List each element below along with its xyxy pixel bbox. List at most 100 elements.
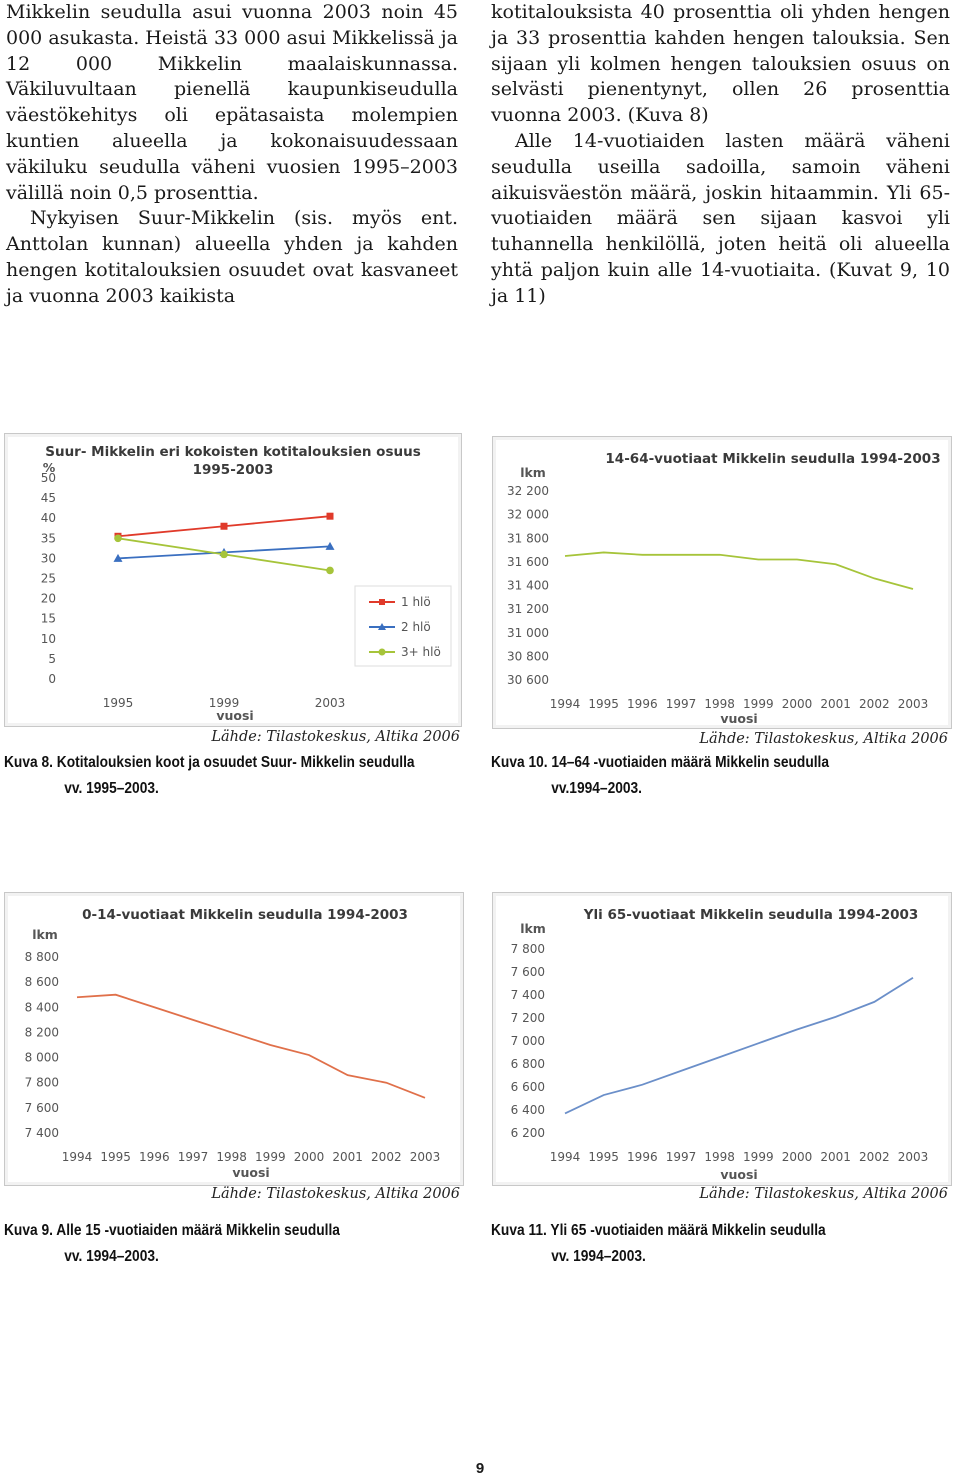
x-tick-label: 1999	[743, 697, 774, 711]
y-axis-label: lkm	[32, 927, 58, 942]
x-axis-label: vuosi	[216, 708, 253, 723]
y-tick-label: 20	[41, 592, 56, 606]
figure-source: Lähde: Tilastokeskus, Altika 2006	[211, 1186, 460, 1202]
caption-line: Kuva 9. Alle 15 -vuotiaiden määrä Mikkel…	[4, 1222, 340, 1239]
y-tick-label: 5	[48, 652, 56, 666]
series-line	[564, 976, 914, 1115]
data-point	[113, 553, 123, 562]
y-tick-label: 6 400	[511, 1103, 545, 1117]
chart-subtitle: 1995-2003	[193, 462, 274, 478]
x-tick-label: 2000	[782, 1150, 813, 1164]
x-tick-label: 1999	[255, 1150, 286, 1164]
x-tick-label: 1997	[666, 697, 697, 711]
chart-kuva10: 14-64-vuotiaat Mikkelin seudulla 1994-20…	[492, 436, 952, 729]
x-tick-label: 1997	[666, 1150, 697, 1164]
y-tick-label: 31 000	[507, 626, 549, 640]
x-tick-label: 2002	[371, 1150, 402, 1164]
caption-line: Kuva 10. 14–64 -vuotiaiden määrä Mikkeli…	[491, 754, 830, 771]
x-tick-label: 2001	[820, 1150, 851, 1164]
y-tick-label: 30	[41, 551, 56, 565]
paragraph: Mikkelin seudulla asui vuonna 2003 noin …	[6, 1, 458, 204]
data-point	[325, 541, 335, 550]
figure-source: Lähde: Tilastokeskus, Altika 2006	[699, 731, 948, 747]
right-text-column: kotitalouksista 40 prosenttia oli yhden …	[491, 0, 950, 310]
x-tick-label: 2003	[410, 1150, 441, 1164]
x-tick-label: 2000	[294, 1150, 325, 1164]
x-tick-label: 1995	[100, 1150, 131, 1164]
y-tick-label: 8 400	[25, 1000, 59, 1014]
chart-svg: Suur- Mikkelin eri kokoisten kotitalouks…	[41, 444, 452, 723]
y-axis-label: lkm	[520, 465, 546, 480]
y-tick-label: 7 400	[511, 988, 545, 1002]
x-tick-label: 1997	[178, 1150, 209, 1164]
legend-label: 3+ hlö	[401, 645, 441, 659]
data-point	[220, 550, 228, 559]
y-tick-label: 7 200	[511, 1011, 545, 1025]
x-tick-label: 1996	[139, 1150, 170, 1164]
figure-source: Lähde: Tilastokeskus, Altika 2006	[211, 729, 460, 745]
y-tick-label: 32 200	[507, 484, 549, 498]
y-tick-label: 8 600	[25, 975, 59, 989]
y-tick-label: 7 000	[511, 1034, 545, 1048]
y-tick-label: 31 600	[507, 555, 549, 569]
y-tick-label: 6 800	[511, 1057, 545, 1071]
x-axis-label: vuosi	[720, 1167, 757, 1182]
x-tick-label: 2003	[315, 696, 346, 710]
y-tick-label: 7 400	[25, 1126, 59, 1140]
figure-caption: Kuva 10. 14–64 -vuotiaiden määrä Mikkeli…	[491, 750, 829, 802]
legend-marker	[378, 648, 386, 656]
chart-title: 0-14-vuotiaat Mikkelin seudulla 1994-200…	[82, 907, 408, 923]
y-tick-label: 25	[41, 572, 56, 586]
series-line	[76, 993, 426, 1099]
caption-line: vv. 1994–2003.	[551, 1248, 646, 1265]
x-tick-label: 1999	[743, 1150, 774, 1164]
x-tick-label: 1998	[704, 1150, 735, 1164]
x-tick-label: 1998	[704, 697, 735, 711]
series-line	[564, 551, 914, 590]
chart-title: Suur- Mikkelin eri kokoisten kotitalouks…	[45, 444, 421, 460]
chart-svg: 0-14-vuotiaat Mikkelin seudulla 1994-200…	[25, 907, 441, 1180]
y-tick-label: 30 800	[507, 649, 549, 663]
y-tick-label: 8 000	[25, 1051, 59, 1065]
y-tick-label: 6 200	[511, 1126, 545, 1140]
x-tick-label: 2000	[782, 697, 813, 711]
chart-svg: 14-64-vuotiaat Mikkelin seudulla 1994-20…	[507, 451, 941, 726]
y-tick-label: 6 600	[511, 1080, 545, 1094]
chart-title: Yli 65-vuotiaat Mikkelin seudulla 1994-2…	[583, 907, 919, 923]
x-tick-label: 1996	[627, 1150, 658, 1164]
page-number: 9	[475, 1460, 485, 1477]
y-tick-label: 35	[41, 531, 56, 545]
legend-marker	[379, 599, 385, 605]
data-point	[326, 512, 334, 520]
x-tick-label: 1994	[550, 1150, 581, 1164]
figure-source: Lähde: Tilastokeskus, Altika 2006	[699, 1186, 948, 1202]
y-tick-label: 15	[41, 612, 56, 626]
x-tick-label: 2002	[859, 697, 890, 711]
caption-line: Kuva 11. Yli 65 -vuotiaiden määrä Mikkel…	[491, 1222, 826, 1239]
y-tick-label: 7 600	[25, 1101, 59, 1115]
x-tick-label: 2003	[898, 1150, 929, 1164]
y-tick-label: 7 600	[511, 965, 545, 979]
chart-kuva9: 0-14-vuotiaat Mikkelin seudulla 1994-200…	[4, 892, 464, 1186]
x-axis-label: vuosi	[232, 1165, 269, 1180]
y-tick-label: 7 800	[25, 1076, 59, 1090]
y-tick-label: 10	[41, 632, 56, 646]
chart-kuva8: Suur- Mikkelin eri kokoisten kotitalouks…	[4, 433, 462, 727]
figure-caption: Kuva 9. Alle 15 -vuotiaiden määrä Mikkel…	[4, 1218, 340, 1270]
x-tick-label: 2001	[332, 1150, 363, 1164]
x-tick-label: 1996	[627, 697, 658, 711]
y-tick-label: 7 800	[511, 942, 545, 956]
x-tick-label: 1995	[103, 696, 134, 710]
chart-title: 14-64-vuotiaat Mikkelin seudulla 1994-20…	[605, 451, 940, 467]
caption-line: vv. 1994–2003.	[64, 1248, 159, 1265]
legend-marker	[378, 623, 386, 630]
y-tick-label: 30 600	[507, 673, 549, 687]
y-axis-label: lkm	[520, 921, 546, 936]
x-tick-label: 1995	[588, 697, 619, 711]
caption-line: Kuva 8. Kotitalouksien koot ja osuudet S…	[4, 754, 415, 771]
caption-line: vv. 1995–2003.	[64, 780, 159, 797]
caption-line: vv.1994–2003.	[551, 780, 643, 797]
y-tick-label: 31 400	[507, 579, 549, 593]
chart-kuva11: Yli 65-vuotiaat Mikkelin seudulla 1994-2…	[492, 892, 952, 1186]
y-tick-label: 32 000	[507, 508, 549, 522]
